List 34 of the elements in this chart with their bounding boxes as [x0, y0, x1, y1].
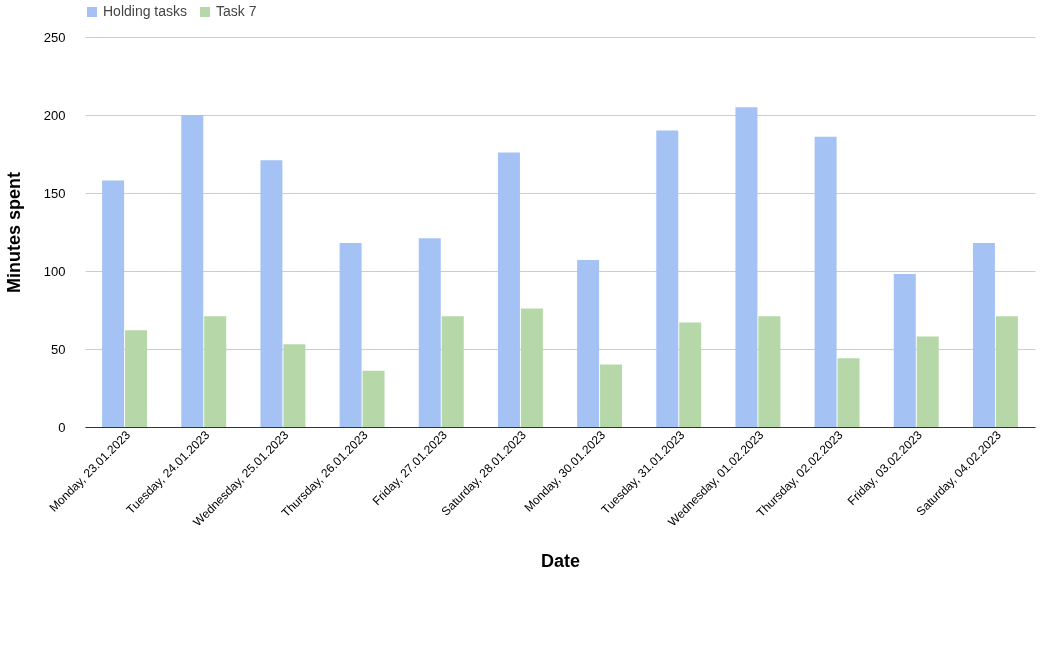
- y-tick-label: 50: [51, 341, 66, 357]
- bar: [679, 322, 702, 427]
- bar: [916, 336, 939, 427]
- y-tick-label: 200: [43, 107, 66, 123]
- y-tick-label: 100: [43, 263, 66, 279]
- bar: [260, 160, 283, 427]
- bar: [339, 242, 362, 427]
- bar: [102, 180, 125, 427]
- bar: [441, 316, 464, 427]
- bar: [837, 358, 860, 427]
- bar: [735, 107, 758, 427]
- legend-label: Task 7: [216, 3, 257, 19]
- bar: [520, 308, 543, 427]
- legend-label: Holding tasks: [103, 3, 188, 19]
- bar: [362, 370, 385, 427]
- bar: [758, 316, 781, 427]
- bar: [656, 130, 679, 427]
- bar: [181, 115, 204, 427]
- y-tick-label: 150: [43, 185, 66, 201]
- bar: [972, 242, 995, 427]
- y-tick-label: 0: [58, 419, 66, 435]
- bar: [497, 152, 520, 427]
- x-axis-title: Date: [540, 551, 581, 572]
- bar: [600, 364, 623, 427]
- bar: [995, 316, 1018, 427]
- y-axis-title: Minutes spent: [3, 171, 24, 294]
- y-tick-label: 250: [43, 29, 66, 45]
- bar: [893, 274, 916, 427]
- bar: [125, 330, 148, 427]
- bar: [418, 238, 441, 427]
- bar: [814, 136, 837, 427]
- bar: [577, 260, 600, 427]
- bar: [283, 344, 306, 427]
- bar: [204, 316, 227, 427]
